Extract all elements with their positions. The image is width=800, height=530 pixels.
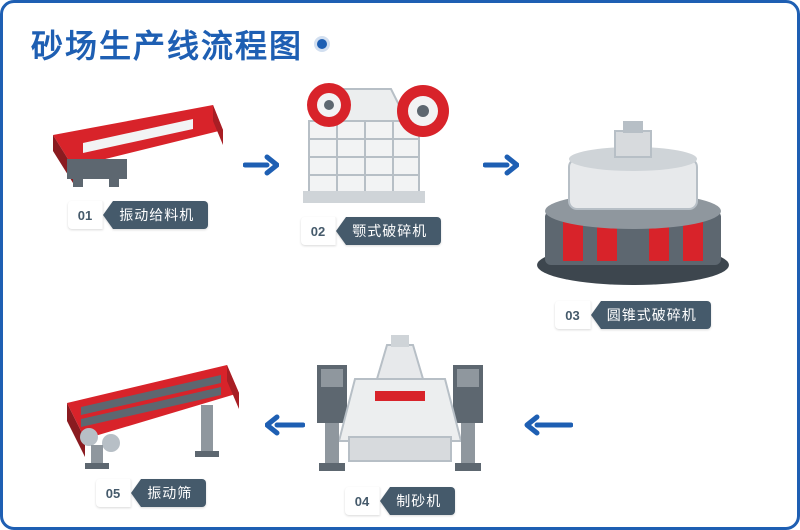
stage-number: 04 bbox=[345, 487, 380, 515]
jaw-crusher-icon bbox=[281, 71, 461, 211]
arrow-left-icon bbox=[523, 413, 573, 442]
stage-number: 01 bbox=[68, 201, 103, 229]
stage-label: 颚式破碎机 bbox=[346, 217, 441, 245]
stage-label: 振动给料机 bbox=[113, 201, 208, 229]
stage-05: 05 振动筛 bbox=[51, 343, 251, 507]
stage-01: 01 振动给料机 bbox=[43, 85, 233, 229]
label-row: 02 颚式破碎机 bbox=[301, 217, 441, 245]
chevron-icon bbox=[103, 201, 113, 229]
chevron-icon bbox=[591, 301, 601, 329]
label-row: 05 振动筛 bbox=[96, 479, 206, 507]
machine-jaw-crusher bbox=[281, 71, 461, 211]
sand-maker-icon bbox=[305, 331, 495, 481]
machine-vibrating-screen bbox=[51, 343, 251, 473]
stage-label: 振动筛 bbox=[141, 479, 206, 507]
feeder-icon bbox=[43, 85, 233, 195]
chevron-icon bbox=[336, 217, 346, 245]
label-row: 04 制砂机 bbox=[345, 487, 455, 515]
chevron-icon bbox=[131, 479, 141, 507]
stage-04: 04 制砂机 bbox=[305, 331, 495, 515]
stage-label: 圆锥式破碎机 bbox=[601, 301, 711, 329]
title-dot-icon bbox=[317, 39, 327, 49]
vibrating-screen-icon bbox=[51, 343, 251, 473]
label-wrap: 颚式破碎机 bbox=[336, 217, 441, 245]
chevron-icon bbox=[380, 487, 390, 515]
title-row: 砂场生产线流程图 bbox=[31, 21, 769, 67]
stage-02: 02 颚式破碎机 bbox=[281, 71, 461, 245]
label-wrap: 制砂机 bbox=[380, 487, 455, 515]
page-title: 砂场生产线流程图 bbox=[31, 21, 303, 67]
label-wrap: 圆锥式破碎机 bbox=[591, 301, 711, 329]
label-row: 03 圆锥式破碎机 bbox=[555, 301, 710, 329]
cone-crusher-icon bbox=[523, 115, 743, 295]
machine-vibrating-feeder bbox=[43, 85, 233, 195]
label-row: 01 振动给料机 bbox=[68, 201, 208, 229]
stage-03: 03 圆锥式破碎机 bbox=[523, 115, 743, 329]
arrow-left-icon bbox=[265, 413, 305, 442]
arrow-right-icon bbox=[483, 153, 519, 182]
stage-label: 制砂机 bbox=[390, 487, 455, 515]
stage-number: 02 bbox=[301, 217, 336, 245]
label-wrap: 振动筛 bbox=[131, 479, 206, 507]
arrow-right-icon bbox=[243, 153, 279, 182]
machine-cone-crusher bbox=[523, 115, 743, 295]
machine-sand-maker bbox=[305, 331, 495, 481]
stage-number: 05 bbox=[96, 479, 131, 507]
stage-number: 03 bbox=[555, 301, 590, 329]
label-wrap: 振动给料机 bbox=[103, 201, 208, 229]
diagram-container: 砂场生产线流程图 01 振动给料机 bbox=[0, 0, 800, 530]
